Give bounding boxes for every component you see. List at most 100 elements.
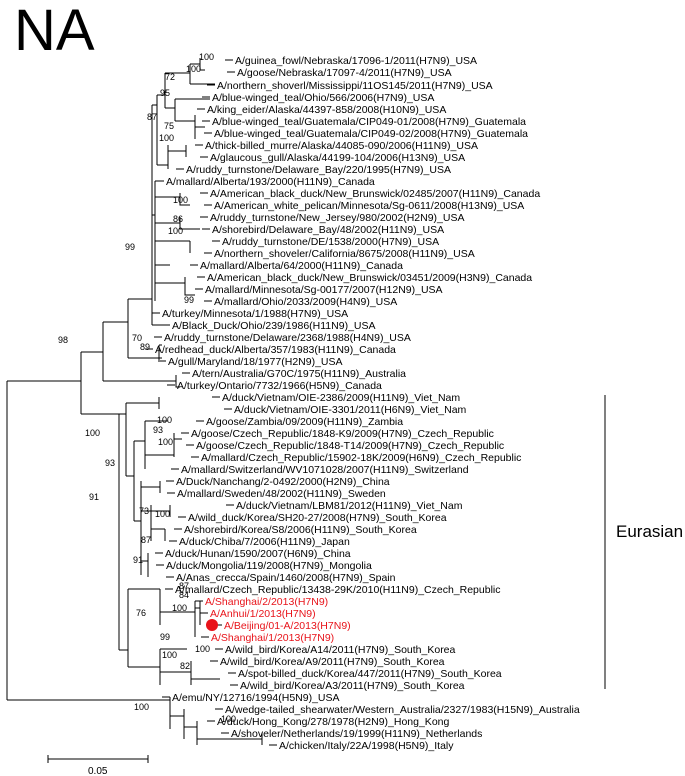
taxon-label: A/duck/Mongolia/119/2008(H7N9)_Mongolia [166, 560, 372, 572]
taxon-label: A/wild_bird/Korea/A3/2011(H7N9)_South_Ko… [240, 680, 465, 692]
taxon-label: A/guinea_fowl/Nebraska/17096-1/2011(H7N9… [235, 55, 477, 67]
taxon-label: A/ruddy_turnstone/Delaware/2368/1988(H4N… [164, 332, 411, 344]
bootstrap-value: 100 [85, 428, 100, 438]
taxon-label: A/blue-winged_teal/Guatemala/CIP049-01/2… [212, 116, 526, 128]
bootstrap-value: 100 [162, 650, 177, 660]
bootstrap-value: 72 [165, 72, 175, 82]
taxon-label: A/mallard/Switzerland/WV1071028/2007(H11… [181, 464, 469, 476]
taxon-label: A/redhead_duck/Alberta/357/1983(H11N9)_C… [155, 344, 396, 356]
bootstrap-value: 86 [173, 214, 183, 224]
taxon-label: A/mallard/Czech_Republic/13438-29K/2010(… [175, 584, 501, 596]
taxon-label: A/shorebird/Korea/S8/2006(H11N9)_South_K… [184, 524, 417, 536]
bootstrap-value: 100 [159, 133, 174, 143]
bootstrap-value: 100 [195, 644, 210, 654]
taxon-label: A/duck/Vietnam/OIE-3301/2011(H6N9)_Viet_… [234, 404, 467, 416]
taxon-label: A/duck/Hong_Kong/278/1978(H2N9)_Hong_Kon… [217, 716, 449, 728]
taxon-label: A/blue-winged_teal/Guatemala/CIP049-02/2… [214, 128, 528, 140]
bootstrap-value: 100 [168, 226, 183, 236]
bootstrap-value: 98 [58, 335, 68, 345]
taxon-label: A/gull/Maryland/18/1977(H2N9)_USA [168, 356, 343, 368]
bootstrap-value: 73 [139, 506, 149, 516]
bootstrap-value: 100 [158, 437, 173, 447]
highlighted-taxon-label: A/Beijing/01-A/2013(H7N9) [224, 620, 351, 632]
taxon-label: A/shoveler/Netherlands/19/1999(H11N9)_Ne… [231, 728, 482, 740]
tree-branches [6, 58, 277, 746]
taxon-label: A/goose/Czech_Republic/1848-K9/2009(H7N9… [191, 428, 494, 440]
bootstrap-value: 100 [155, 509, 170, 519]
taxon-label: A/ruddy_turnstone/DE/1538/2000(H7N9)_USA [222, 236, 439, 248]
taxon-label: A/blue-winged_teal/Ohio/566/2006(H7N9)_U… [212, 92, 434, 104]
taxon-label: A/goose/Czech_Republic/1848-T14/2009(H7N… [196, 440, 504, 452]
taxon-label: A/tern/Australia/G70C/1975(H11N9)_Austra… [192, 368, 406, 380]
taxon-label: A/wedge-tailed_shearwater/Western_Austra… [225, 704, 580, 716]
taxon-label: A/Anas_crecca/Spain/1460/2008(H7N9)_Spai… [176, 572, 396, 584]
bootstrap-value: 100 [173, 195, 188, 205]
bootstrap-value: 99 [125, 242, 135, 252]
taxon-label: A/American_black_duck/New_Brunswick/0345… [207, 272, 532, 284]
taxon-label: A/duck/Hunan/1590/2007(H6N9)_China [165, 548, 351, 560]
taxon-label: A/mallard/Ohio/2033/2009(H4N9)_USA [214, 296, 397, 308]
bootstrap-value: 87 [141, 535, 151, 545]
marker-dot-icon [206, 619, 218, 631]
bootstrap-value: 100 [221, 714, 236, 724]
taxon-label: A/turkey/Minnesota/1/1988(H7N9)_USA [162, 308, 348, 320]
highlighted-taxon-label: A/Shanghai/2/2013(H7N9) [205, 596, 328, 608]
taxon-label: A/mallard/Czech_Republic/15902-18K/2009(… [201, 452, 521, 464]
bootstrap-value: 100 [172, 603, 187, 613]
bootstrap-value: 84 [179, 590, 189, 600]
bootstrap-value: 100 [186, 64, 201, 74]
bootstrap-value: 76 [136, 608, 146, 618]
bootstrap-value: 95 [160, 88, 170, 98]
taxon-label: A/duck/Vietnam/OIE-2386/2009(H11N9)_Viet… [222, 392, 460, 404]
bootstrap-value: 87 [147, 112, 157, 122]
taxon-label: A/duck/Vietnam/LBM81/2012(H11N9)_Viet_Na… [236, 500, 463, 512]
taxon-label: A/Black_Duck/Ohio/239/1986(H11N9)_USA [172, 320, 376, 332]
bootstrap-value: 70 [132, 333, 142, 343]
taxon-label: A/ruddy_turnstone/New_Jersey/980/2002(H2… [210, 212, 464, 224]
highlighted-taxon-label: A/Shanghai/1/2013(H7N9) [211, 632, 334, 644]
bootstrap-value: 87 [179, 581, 189, 591]
taxon-label: A/mallard/Sweden/48/2002(H11N9)_Sweden [177, 488, 386, 500]
taxon-label: A/mallard/Alberta/193/2000(H11N9)_Canada [166, 176, 375, 188]
taxon-label: A/northern_shoverl/Mississippi/11OS145/2… [217, 80, 493, 92]
taxon-label: A/wild_bird/Korea/A14/2011(H7N9)_South_K… [225, 644, 456, 656]
taxon-label: A/ruddy_turnstone/Delaware_Bay/220/1995(… [186, 164, 451, 176]
bootstrap-value: 91 [89, 492, 99, 502]
taxon-labels: A/guinea_fowl/Nebraska/17096-1/2011(H7N9… [155, 55, 580, 752]
taxon-label: A/wild_duck/Korea/SH20-27/2008(H7N9)_Sou… [188, 512, 447, 524]
taxon-label: A/spot-billed_duck/Korea/447/2011(H7N9)_… [238, 668, 502, 680]
taxon-label: A/chicken/Italy/22A/1998(H5N9)_Italy [279, 740, 454, 752]
bootstrap-value: 100 [199, 52, 214, 62]
taxon-label: A/American_white_pelican/Minnesota/Sg-06… [214, 200, 524, 212]
taxon-label: A/thick-billed_murre/Alaska/44085-090/20… [205, 140, 478, 152]
taxon-label: A/Duck/Nanchang/2-0492/2000(H2N9)_China [176, 476, 390, 488]
eurasian-group-label: Eurasian [616, 522, 683, 541]
bootstrap-value: 91 [133, 555, 143, 565]
taxon-label: A/mallard/Alberta/64/2000(H11N9)_Canada [200, 260, 403, 272]
taxon-label: A/wild_bird/Korea/A9/2011(H7N9)_South_Ko… [220, 656, 445, 668]
bootstrap-value: 99 [184, 295, 194, 305]
bootstrap-value: 93 [153, 425, 163, 435]
bootstrap-value: 75 [164, 121, 174, 131]
taxon-label: A/northern_shoveler/California/8675/2008… [214, 248, 475, 260]
bootstrap-value: 100 [134, 702, 149, 712]
taxon-label: A/mallard/Minnesota/Sg-00177/2007(H12N9)… [205, 284, 443, 296]
taxon-label: A/emu/NY/12716/1994(H5N9)_USA [172, 692, 340, 704]
taxon-label: A/glaucous_gull/Alaska/44199-104/2006(H1… [210, 152, 465, 164]
bootstrap-value: 93 [105, 458, 115, 468]
taxon-label: A/goose/Nebraska/17097-4/2011(H7N9)_USA [237, 67, 452, 79]
bootstrap-value: 100 [157, 415, 172, 425]
bootstrap-value: 82 [180, 661, 190, 671]
taxon-label: A/goose/Zambia/09/2009(H11N9)_Zambia [206, 416, 403, 428]
taxon-label: A/duck/Chiba/7/2006(H11N9)_Japan [179, 536, 350, 548]
bootstrap-value: 89 [140, 342, 150, 352]
highlighted-taxon-label: A/Anhui/1/2013(H7N9) [210, 608, 316, 620]
bootstrap-value: 99 [160, 632, 170, 642]
taxon-label: A/shorebird/Delaware_Bay/48/2002(H11N9)_… [212, 224, 444, 236]
taxon-label: A/king_eider/Alaska/44397-858/2008(H10N9… [207, 104, 446, 116]
taxon-label: A/turkey/Ontario/7732/1966(H5N9)_Canada [177, 380, 382, 392]
scale-bar-label: 0.05 [88, 766, 108, 776]
taxon-label: A/American_black_duck/New_Brunswick/0248… [210, 188, 540, 200]
